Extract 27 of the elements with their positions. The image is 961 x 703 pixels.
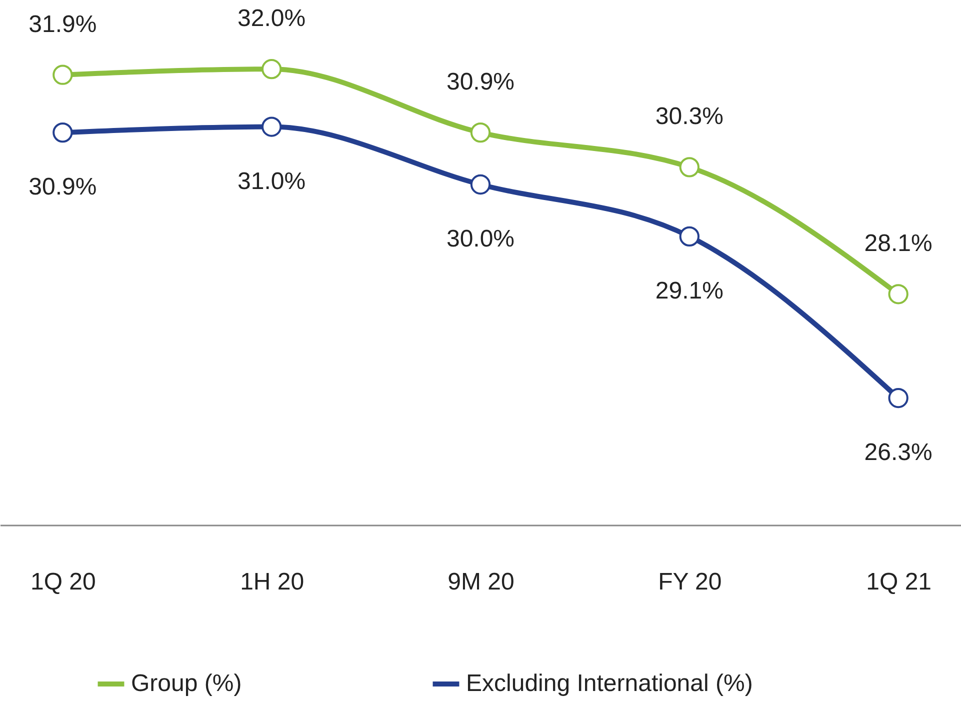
x-tick-label: 1Q 21 [866,568,932,596]
point [262,116,282,137]
data-label: 31.0% [238,168,306,195]
x-tick-label: 1Q 20 [30,568,96,596]
x-tick-label: 1H 20 [240,568,304,596]
point [52,64,73,85]
data-label: 28.1% [864,230,932,258]
point [679,226,700,247]
data-label: 30.0% [446,226,515,252]
x-tick-label: FY 20 [658,568,722,596]
data-label: 30.9% [446,68,515,96]
data-label: 26.3% [864,439,932,466]
data-label: 32.0% [238,5,306,32]
point [470,174,491,195]
point [679,157,700,178]
point [888,284,908,304]
legend-label: Excluding International (%) [466,670,753,697]
point [470,122,491,143]
data-label: 30.3% [655,103,724,130]
point [262,59,282,80]
data-label: 31.9% [28,10,97,38]
point [52,122,73,143]
data-label: 30.9% [28,174,97,201]
x-tick-label: 9M 20 [448,568,514,596]
legend-label: Group (%) [131,670,242,697]
data-label: 29.1% [655,277,724,304]
point [888,388,908,408]
